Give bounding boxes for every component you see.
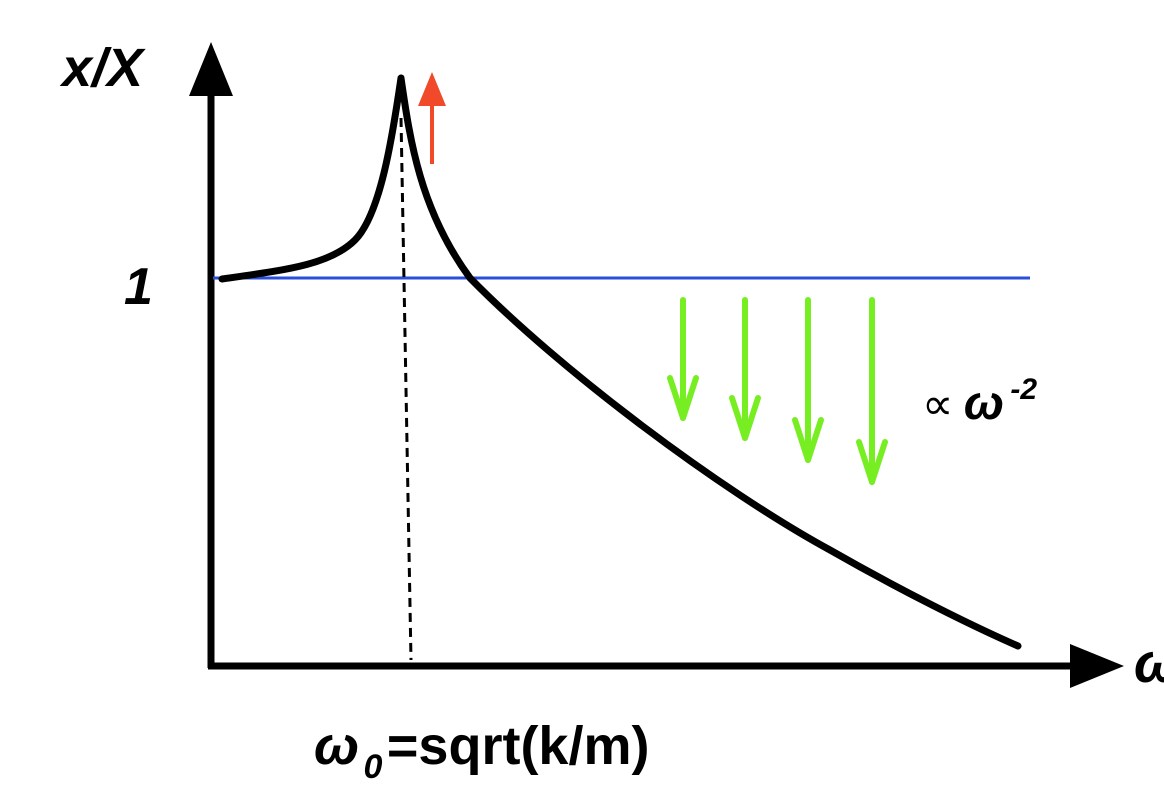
falloff-arrow — [729, 297, 761, 441]
resonance-arrowhead — [418, 72, 446, 106]
resonance-symbol: ω — [314, 716, 359, 776]
resonance-frequency-label: ω 0 =sqrt(k/m) — [314, 716, 649, 786]
x-axis-label: ω — [1134, 631, 1164, 694]
falloff-arrow — [856, 297, 888, 485]
response-curve — [218, 74, 1022, 650]
unity-label: 1 — [124, 258, 153, 316]
y-axis-arrowhead — [189, 42, 233, 96]
y-axis-label: x/X — [59, 38, 146, 98]
resonance-dashed-line — [399, 117, 413, 661]
falloff-base: ω — [964, 377, 1004, 430]
falloff-exponent: -2 — [1010, 373, 1037, 406]
resonance-formula: =sqrt(k/m) — [387, 716, 650, 776]
falloff-arrows — [667, 297, 888, 485]
resonance-subscript: 0 — [364, 748, 383, 786]
falloff-arrow — [792, 297, 824, 463]
falloff-label: ∝ ω -2 — [922, 373, 1037, 430]
proportional-symbol: ∝ — [922, 380, 953, 429]
falloff-arrow — [667, 297, 699, 421]
x-axis-arrowhead — [1070, 644, 1124, 688]
